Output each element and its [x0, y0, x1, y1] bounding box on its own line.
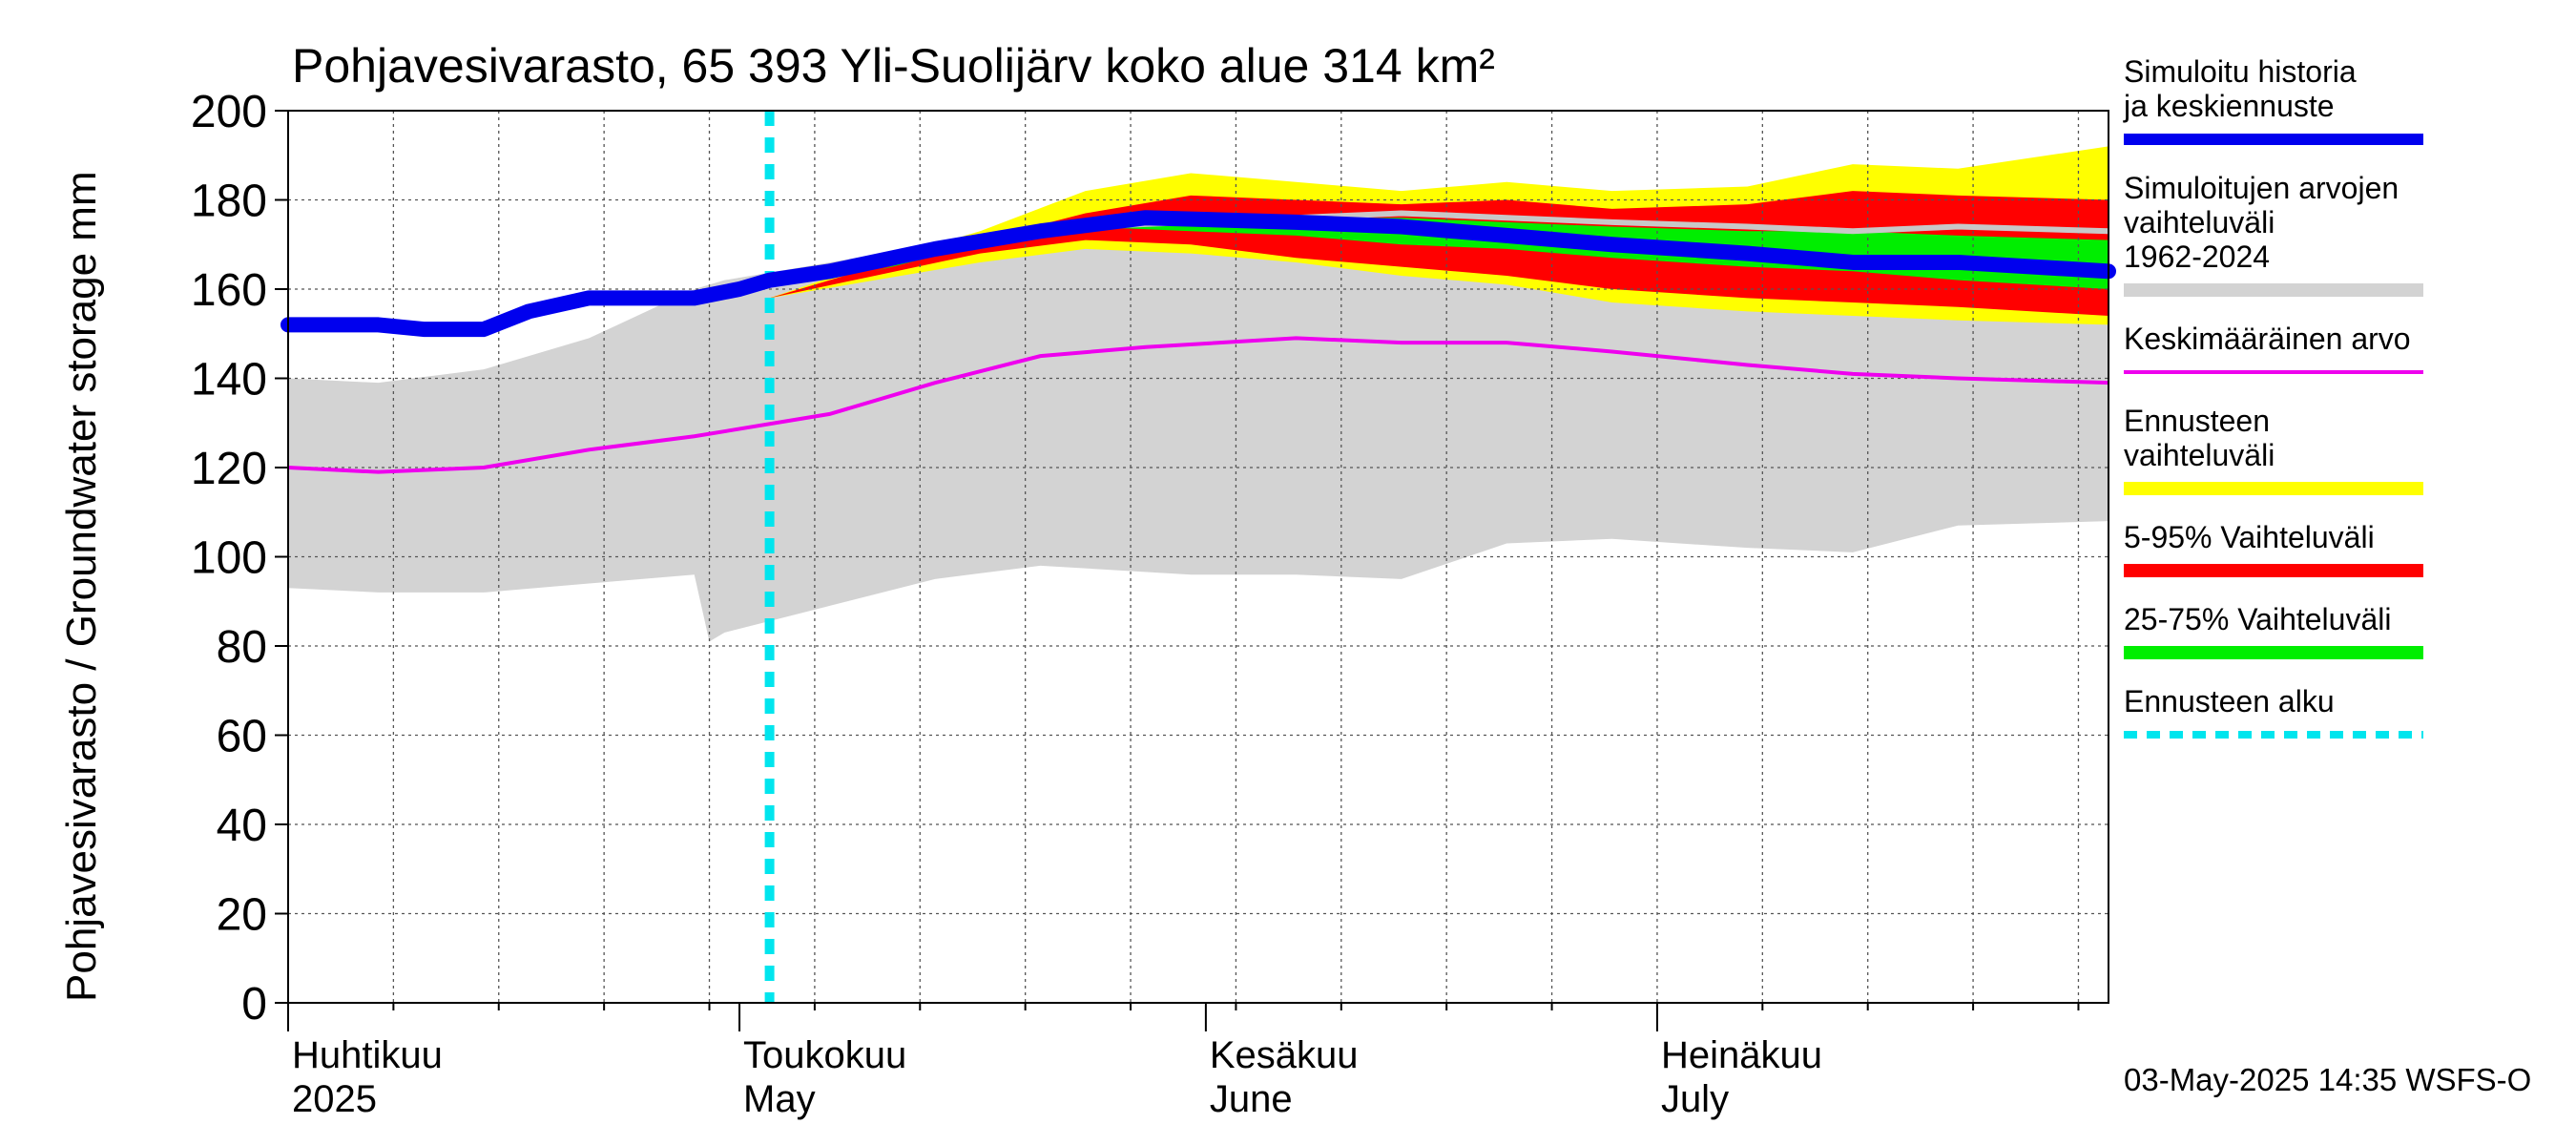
- x-month-label: Toukokuu: [743, 1034, 906, 1076]
- x-month-label: Kesäkuu: [1210, 1034, 1359, 1076]
- legend-label-p5_95: 5-95% Vaihteluväli: [2124, 520, 2375, 554]
- y-tick-label: 180: [191, 177, 267, 227]
- series-sim: [280, 210, 2116, 338]
- plot-area: [280, 110, 2116, 1004]
- y-tick-label: 40: [217, 801, 267, 851]
- legend-label-p25_75: 25-75% Vaihteluväli: [2124, 602, 2391, 636]
- x-month-sublabel: May: [743, 1078, 816, 1120]
- y-tick-label: 200: [191, 87, 267, 137]
- series-mean: [287, 336, 2109, 474]
- legend-label-fc_range: vaihteluväli: [2124, 438, 2275, 472]
- legend-label-fc_range: Ennusteen: [2124, 404, 2270, 438]
- legend-label-sim: ja keskiennuste: [2123, 89, 2335, 123]
- y-tick-label: 140: [191, 355, 267, 406]
- y-tick-label: 60: [217, 712, 267, 762]
- band-hist: [288, 218, 2109, 642]
- legend-label-mean: Keskimääräinen arvo: [2124, 322, 2411, 356]
- legend-label-fc_start: Ennusteen alku: [2124, 684, 2335, 718]
- x-month-label: Heinäkuu: [1661, 1034, 1822, 1076]
- legend-label-hist: vaihteluväli: [2124, 205, 2275, 239]
- y-tick-label: 80: [217, 622, 267, 673]
- timestamp: 03-May-2025 14:35 WSFS-O: [2124, 1062, 2531, 1097]
- x-month-sublabel: 2025: [292, 1078, 377, 1120]
- y-tick-label: 160: [191, 265, 267, 316]
- x-month-sublabel: June: [1210, 1078, 1293, 1120]
- y-tick-label: 100: [191, 533, 267, 584]
- grid-lines: [288, 111, 2109, 1003]
- legend-label-hist: Simuloitujen arvojen: [2124, 171, 2399, 205]
- y-axis-label: Pohjavesivarasto / Groundwater storage m…: [58, 171, 105, 1002]
- band-p25_75: [769, 218, 2109, 299]
- data-lines: [280, 111, 2116, 1003]
- x-month-sublabel: July: [1661, 1078, 1729, 1120]
- legend-label-hist: 1962-2024: [2124, 239, 2270, 274]
- legend-label-sim: Simuloitu historia: [2124, 54, 2357, 89]
- chart-title: Pohjavesivarasto, 65 393 Yli-Suolijärv k…: [292, 39, 1495, 93]
- y-tick-label: 120: [191, 444, 267, 494]
- y-tick-label: 0: [241, 979, 267, 1030]
- x-month-label: Huhtikuu: [292, 1034, 443, 1076]
- y-tick-label: 20: [217, 890, 267, 941]
